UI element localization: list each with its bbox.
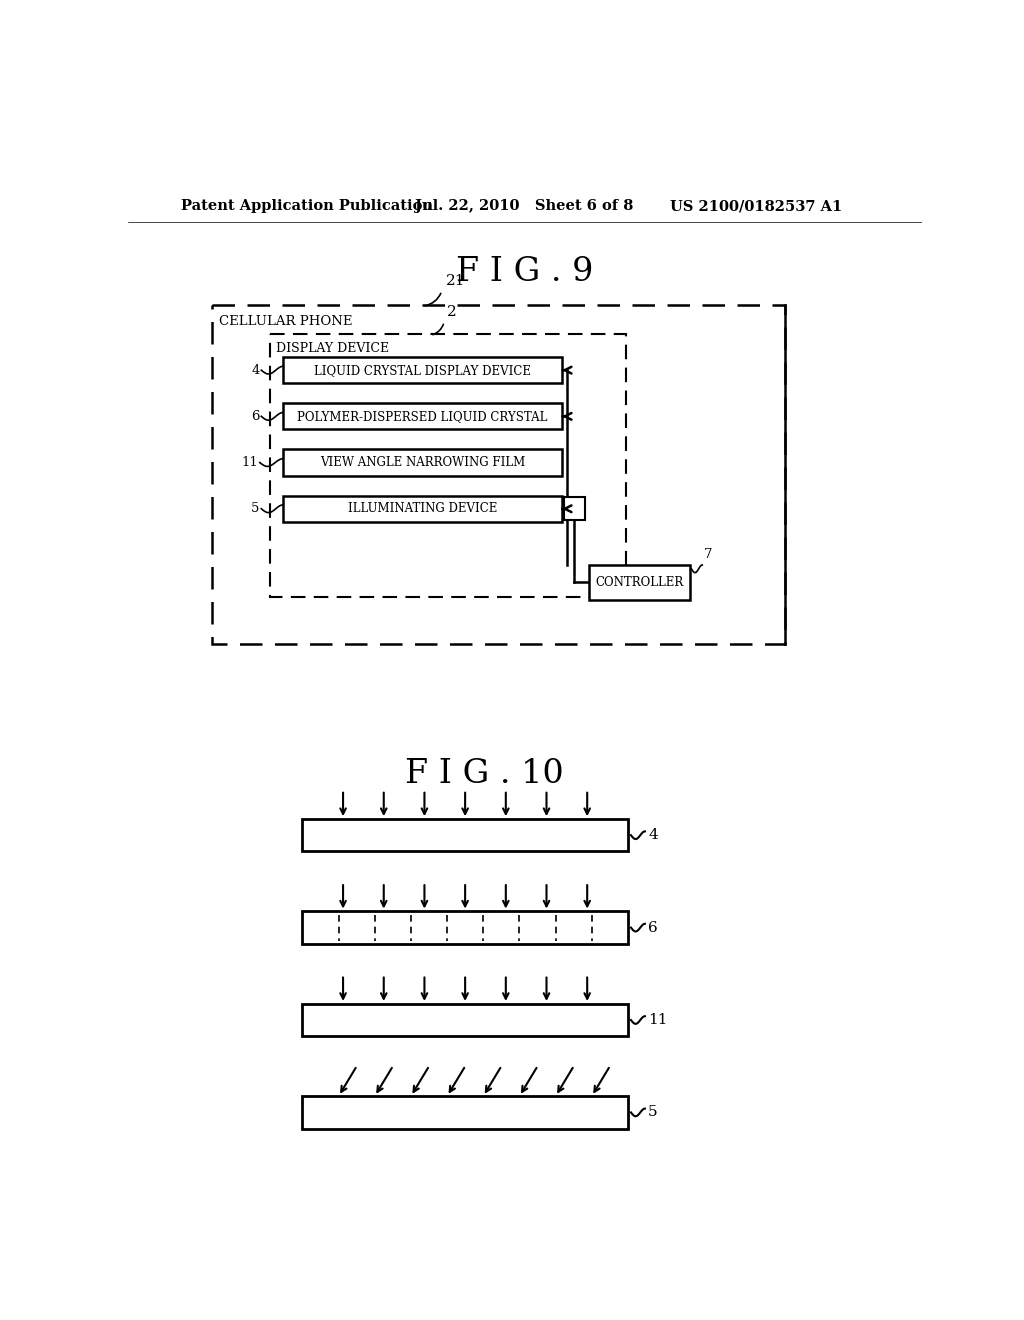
Text: Patent Application Publication: Patent Application Publication (180, 199, 433, 213)
Text: ILLUMINATING DEVICE: ILLUMINATING DEVICE (348, 502, 498, 515)
Bar (270, 334, 627, 597)
Text: 11: 11 (648, 1012, 668, 1027)
Text: 7: 7 (703, 548, 713, 561)
Text: 2: 2 (447, 305, 457, 319)
Text: F I G . 9: F I G . 9 (456, 256, 594, 288)
Text: 6: 6 (648, 920, 657, 935)
Text: US 2100/0182537 A1: US 2100/0182537 A1 (671, 199, 843, 213)
Bar (212, 305, 785, 644)
Text: VIEW ANGLE NARROWING FILM: VIEW ANGLE NARROWING FILM (319, 455, 525, 469)
Text: 6: 6 (251, 409, 260, 422)
Bar (302, 1096, 628, 1129)
Text: 4: 4 (251, 363, 260, 376)
Text: CELLULAR PHONE: CELLULAR PHONE (219, 315, 353, 329)
Bar (283, 449, 562, 475)
Text: 4: 4 (648, 828, 657, 842)
Bar (302, 911, 628, 944)
Bar (283, 358, 562, 383)
Text: Jul. 22, 2010   Sheet 6 of 8: Jul. 22, 2010 Sheet 6 of 8 (415, 199, 633, 213)
Bar (283, 404, 562, 429)
Text: POLYMER-DISPERSED LIQUID CRYSTAL: POLYMER-DISPERSED LIQUID CRYSTAL (297, 409, 548, 422)
Text: F I G . 10: F I G . 10 (406, 759, 564, 791)
Text: LIQUID CRYSTAL DISPLAY DEVICE: LIQUID CRYSTAL DISPLAY DEVICE (314, 363, 531, 376)
Bar (563, 498, 586, 520)
Text: 5: 5 (648, 1105, 657, 1119)
Text: DISPLAY DEVICE: DISPLAY DEVICE (276, 342, 389, 355)
Text: 21: 21 (445, 273, 465, 288)
Text: 5: 5 (251, 502, 260, 515)
Bar (589, 565, 690, 599)
Bar (283, 496, 562, 521)
Bar (302, 1003, 628, 1036)
Text: CONTROLLER: CONTROLLER (595, 576, 684, 589)
Text: 11: 11 (242, 455, 258, 469)
Bar (302, 818, 628, 851)
